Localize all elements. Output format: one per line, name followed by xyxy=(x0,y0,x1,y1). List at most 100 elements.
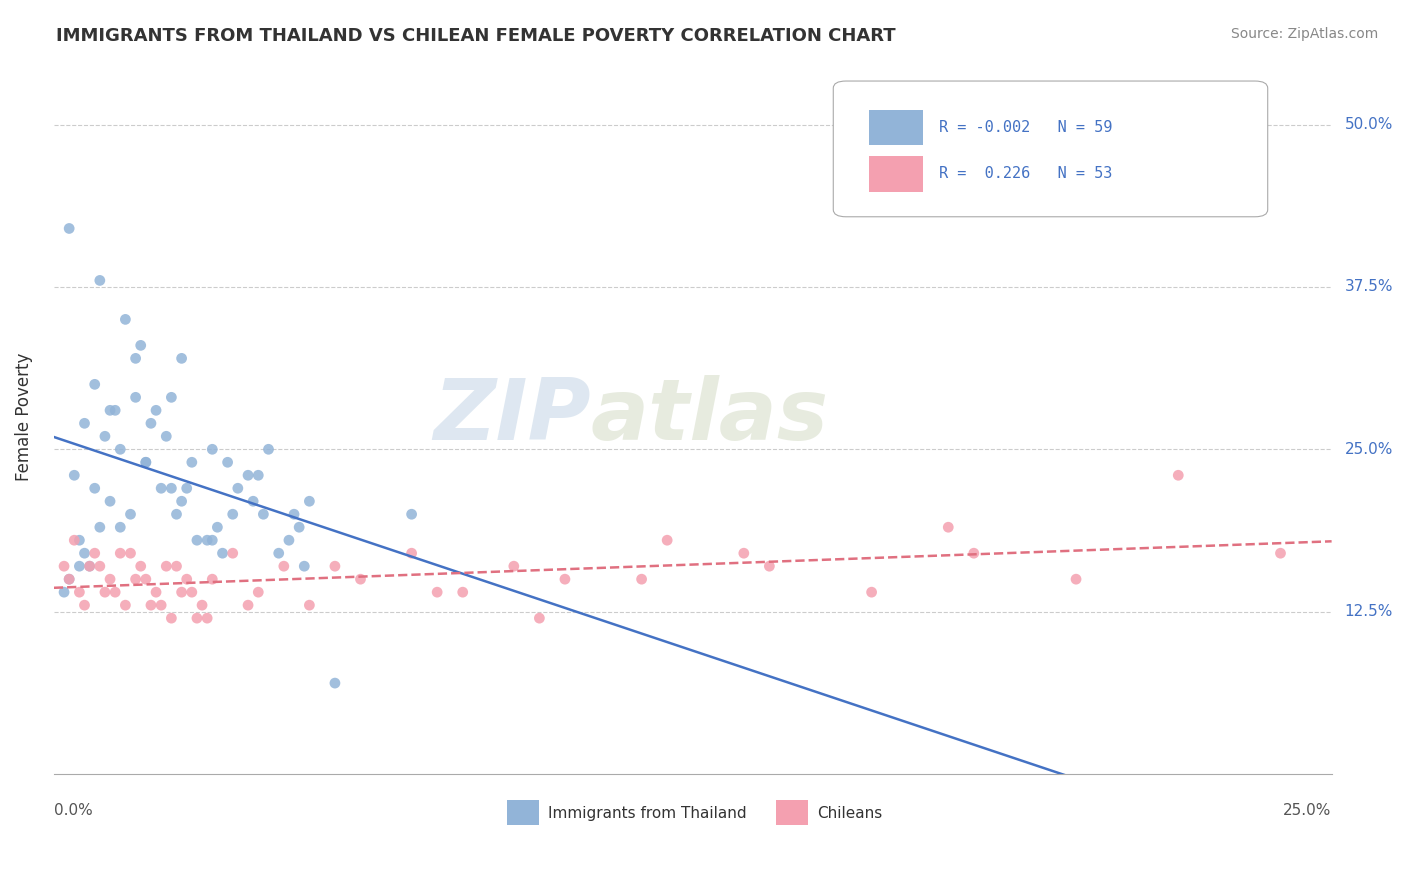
Point xyxy=(323,676,346,690)
Point xyxy=(733,546,755,560)
Point xyxy=(401,507,423,521)
Text: 37.5%: 37.5% xyxy=(1344,279,1393,294)
Point xyxy=(502,559,524,574)
Point xyxy=(401,546,423,560)
Point xyxy=(236,598,259,612)
Point xyxy=(114,598,136,612)
Point xyxy=(207,520,229,534)
Point xyxy=(426,585,449,599)
Bar xyxy=(869,156,922,192)
Point xyxy=(860,585,883,599)
Point xyxy=(139,417,162,431)
Point xyxy=(252,507,274,521)
Text: atlas: atlas xyxy=(591,376,828,458)
Point xyxy=(170,351,193,366)
Point xyxy=(201,533,224,548)
Point xyxy=(186,533,208,548)
Point xyxy=(1270,546,1292,560)
Point xyxy=(201,442,224,457)
Point xyxy=(195,533,218,548)
Point xyxy=(89,273,111,287)
Point xyxy=(73,417,96,431)
Point xyxy=(180,585,202,599)
Point xyxy=(201,572,224,586)
Point xyxy=(349,572,371,586)
Point xyxy=(114,312,136,326)
Text: IMMIGRANTS FROM THAILAND VS CHILEAN FEMALE POVERTY CORRELATION CHART: IMMIGRANTS FROM THAILAND VS CHILEAN FEMA… xyxy=(56,27,896,45)
Point xyxy=(155,429,177,443)
Point xyxy=(129,559,152,574)
Text: R =  0.226   N = 53: R = 0.226 N = 53 xyxy=(939,167,1112,181)
Point xyxy=(67,585,90,599)
Point xyxy=(98,494,121,508)
Point xyxy=(110,520,132,534)
Point xyxy=(191,598,214,612)
Point xyxy=(242,494,264,508)
Point xyxy=(150,481,173,495)
Point xyxy=(73,546,96,560)
Point xyxy=(135,572,157,586)
Point xyxy=(758,559,780,574)
Point xyxy=(554,572,576,586)
Point xyxy=(170,585,193,599)
Point xyxy=(58,572,80,586)
Point xyxy=(630,572,652,586)
Point xyxy=(124,390,146,404)
Point xyxy=(180,455,202,469)
Point xyxy=(63,468,86,483)
Point xyxy=(53,559,76,574)
Point xyxy=(963,546,986,560)
Point xyxy=(217,455,239,469)
Point xyxy=(170,494,193,508)
Point xyxy=(58,572,80,586)
Point xyxy=(273,559,295,574)
Point xyxy=(145,403,167,417)
Text: 25.0%: 25.0% xyxy=(1284,803,1331,818)
Point xyxy=(89,520,111,534)
Bar xyxy=(869,110,922,145)
Point xyxy=(98,572,121,586)
Point xyxy=(283,507,305,521)
Point xyxy=(94,585,117,599)
Point xyxy=(288,520,311,534)
Point xyxy=(120,546,142,560)
Point xyxy=(98,403,121,417)
Point xyxy=(135,455,157,469)
Point xyxy=(89,559,111,574)
Point xyxy=(110,546,132,560)
Point xyxy=(73,598,96,612)
Point xyxy=(222,546,245,560)
Text: Chileans: Chileans xyxy=(817,805,882,821)
Point xyxy=(267,546,290,560)
Point xyxy=(155,559,177,574)
Point xyxy=(150,598,173,612)
Point xyxy=(79,559,101,574)
Text: 0.0%: 0.0% xyxy=(53,803,93,818)
Point xyxy=(63,533,86,548)
Point xyxy=(53,585,76,599)
Point xyxy=(110,442,132,457)
Point xyxy=(211,546,233,560)
Point xyxy=(83,377,105,392)
Point xyxy=(298,494,321,508)
Text: R = -0.002   N = 59: R = -0.002 N = 59 xyxy=(939,120,1112,135)
Point xyxy=(160,481,183,495)
Point xyxy=(657,533,679,548)
Point xyxy=(166,507,188,521)
Text: ZIP: ZIP xyxy=(433,376,591,458)
Point xyxy=(176,572,198,586)
Bar xyxy=(508,800,540,825)
Point xyxy=(166,559,188,574)
Point xyxy=(247,585,270,599)
Point xyxy=(936,520,959,534)
Text: 12.5%: 12.5% xyxy=(1344,604,1393,619)
Point xyxy=(292,559,315,574)
Y-axis label: Female Poverty: Female Poverty xyxy=(15,352,32,481)
Bar xyxy=(776,800,807,825)
Point xyxy=(1064,572,1087,586)
Point xyxy=(236,468,259,483)
Point xyxy=(257,442,280,457)
Point xyxy=(94,429,117,443)
Point xyxy=(79,559,101,574)
Point xyxy=(104,585,127,599)
